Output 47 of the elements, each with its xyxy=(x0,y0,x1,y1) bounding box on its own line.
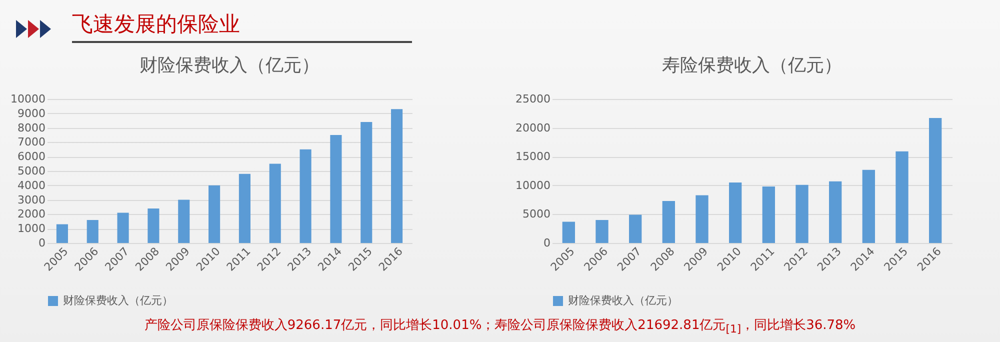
bar xyxy=(696,195,708,243)
bar xyxy=(86,220,98,243)
bar xyxy=(269,164,281,243)
y-tick-label: 4000 xyxy=(18,178,46,192)
y-tick-label: 3000 xyxy=(18,193,46,206)
bar xyxy=(148,208,160,243)
legend-label: 财险保费收入（亿元） xyxy=(568,294,678,307)
bar xyxy=(330,135,342,243)
bar xyxy=(56,224,68,243)
bar xyxy=(862,170,875,243)
y-tick-label: 20000 xyxy=(516,121,550,134)
bar xyxy=(391,109,403,243)
y-tick-label: 0 xyxy=(544,236,550,250)
chart-title: 财险保费收入（亿元） xyxy=(140,55,320,76)
y-tick-label: 5000 xyxy=(522,208,550,221)
chart-title: 寿险保费收入（亿元） xyxy=(662,55,842,76)
bar xyxy=(829,181,842,243)
bar xyxy=(629,214,642,243)
y-tick-label: 2000 xyxy=(18,208,46,221)
bar xyxy=(596,220,608,243)
bar xyxy=(238,174,250,243)
bar xyxy=(300,149,312,243)
bar xyxy=(796,184,808,243)
bar xyxy=(360,122,372,243)
y-tick-label: 0 xyxy=(38,236,46,250)
y-tick-label: 9000 xyxy=(18,106,46,120)
bar xyxy=(929,118,942,243)
bar xyxy=(178,200,190,243)
y-tick-label: 10000 xyxy=(516,178,550,192)
bar xyxy=(762,186,775,243)
y-tick-label: 10000 xyxy=(10,92,46,106)
y-tick-label: 15000 xyxy=(516,150,550,164)
bar xyxy=(662,200,675,243)
bar xyxy=(562,222,575,243)
text: 飞速发展的保险业 xyxy=(72,10,412,43)
y-tick-label: 8000 xyxy=(18,121,46,134)
bar xyxy=(896,151,908,243)
legend-label: 财险保费收入（亿元） xyxy=(63,294,173,307)
bar xyxy=(117,212,129,243)
y-tick-label: 6000 xyxy=(18,150,46,164)
y-tick-label: 7000 xyxy=(18,136,46,149)
text: 产险公司原保险保费收入9266.17亿元，同比增长10.01%；寿险公司原保险保费收入21692.81亿元$_{[1]}$，同比增长36.78% xyxy=(143,317,857,336)
bar xyxy=(208,185,220,243)
y-tick-label: 1000 xyxy=(18,222,46,236)
y-tick-label: 5000 xyxy=(18,164,46,178)
bar xyxy=(729,182,742,243)
y-tick-label: 25000 xyxy=(516,92,550,106)
